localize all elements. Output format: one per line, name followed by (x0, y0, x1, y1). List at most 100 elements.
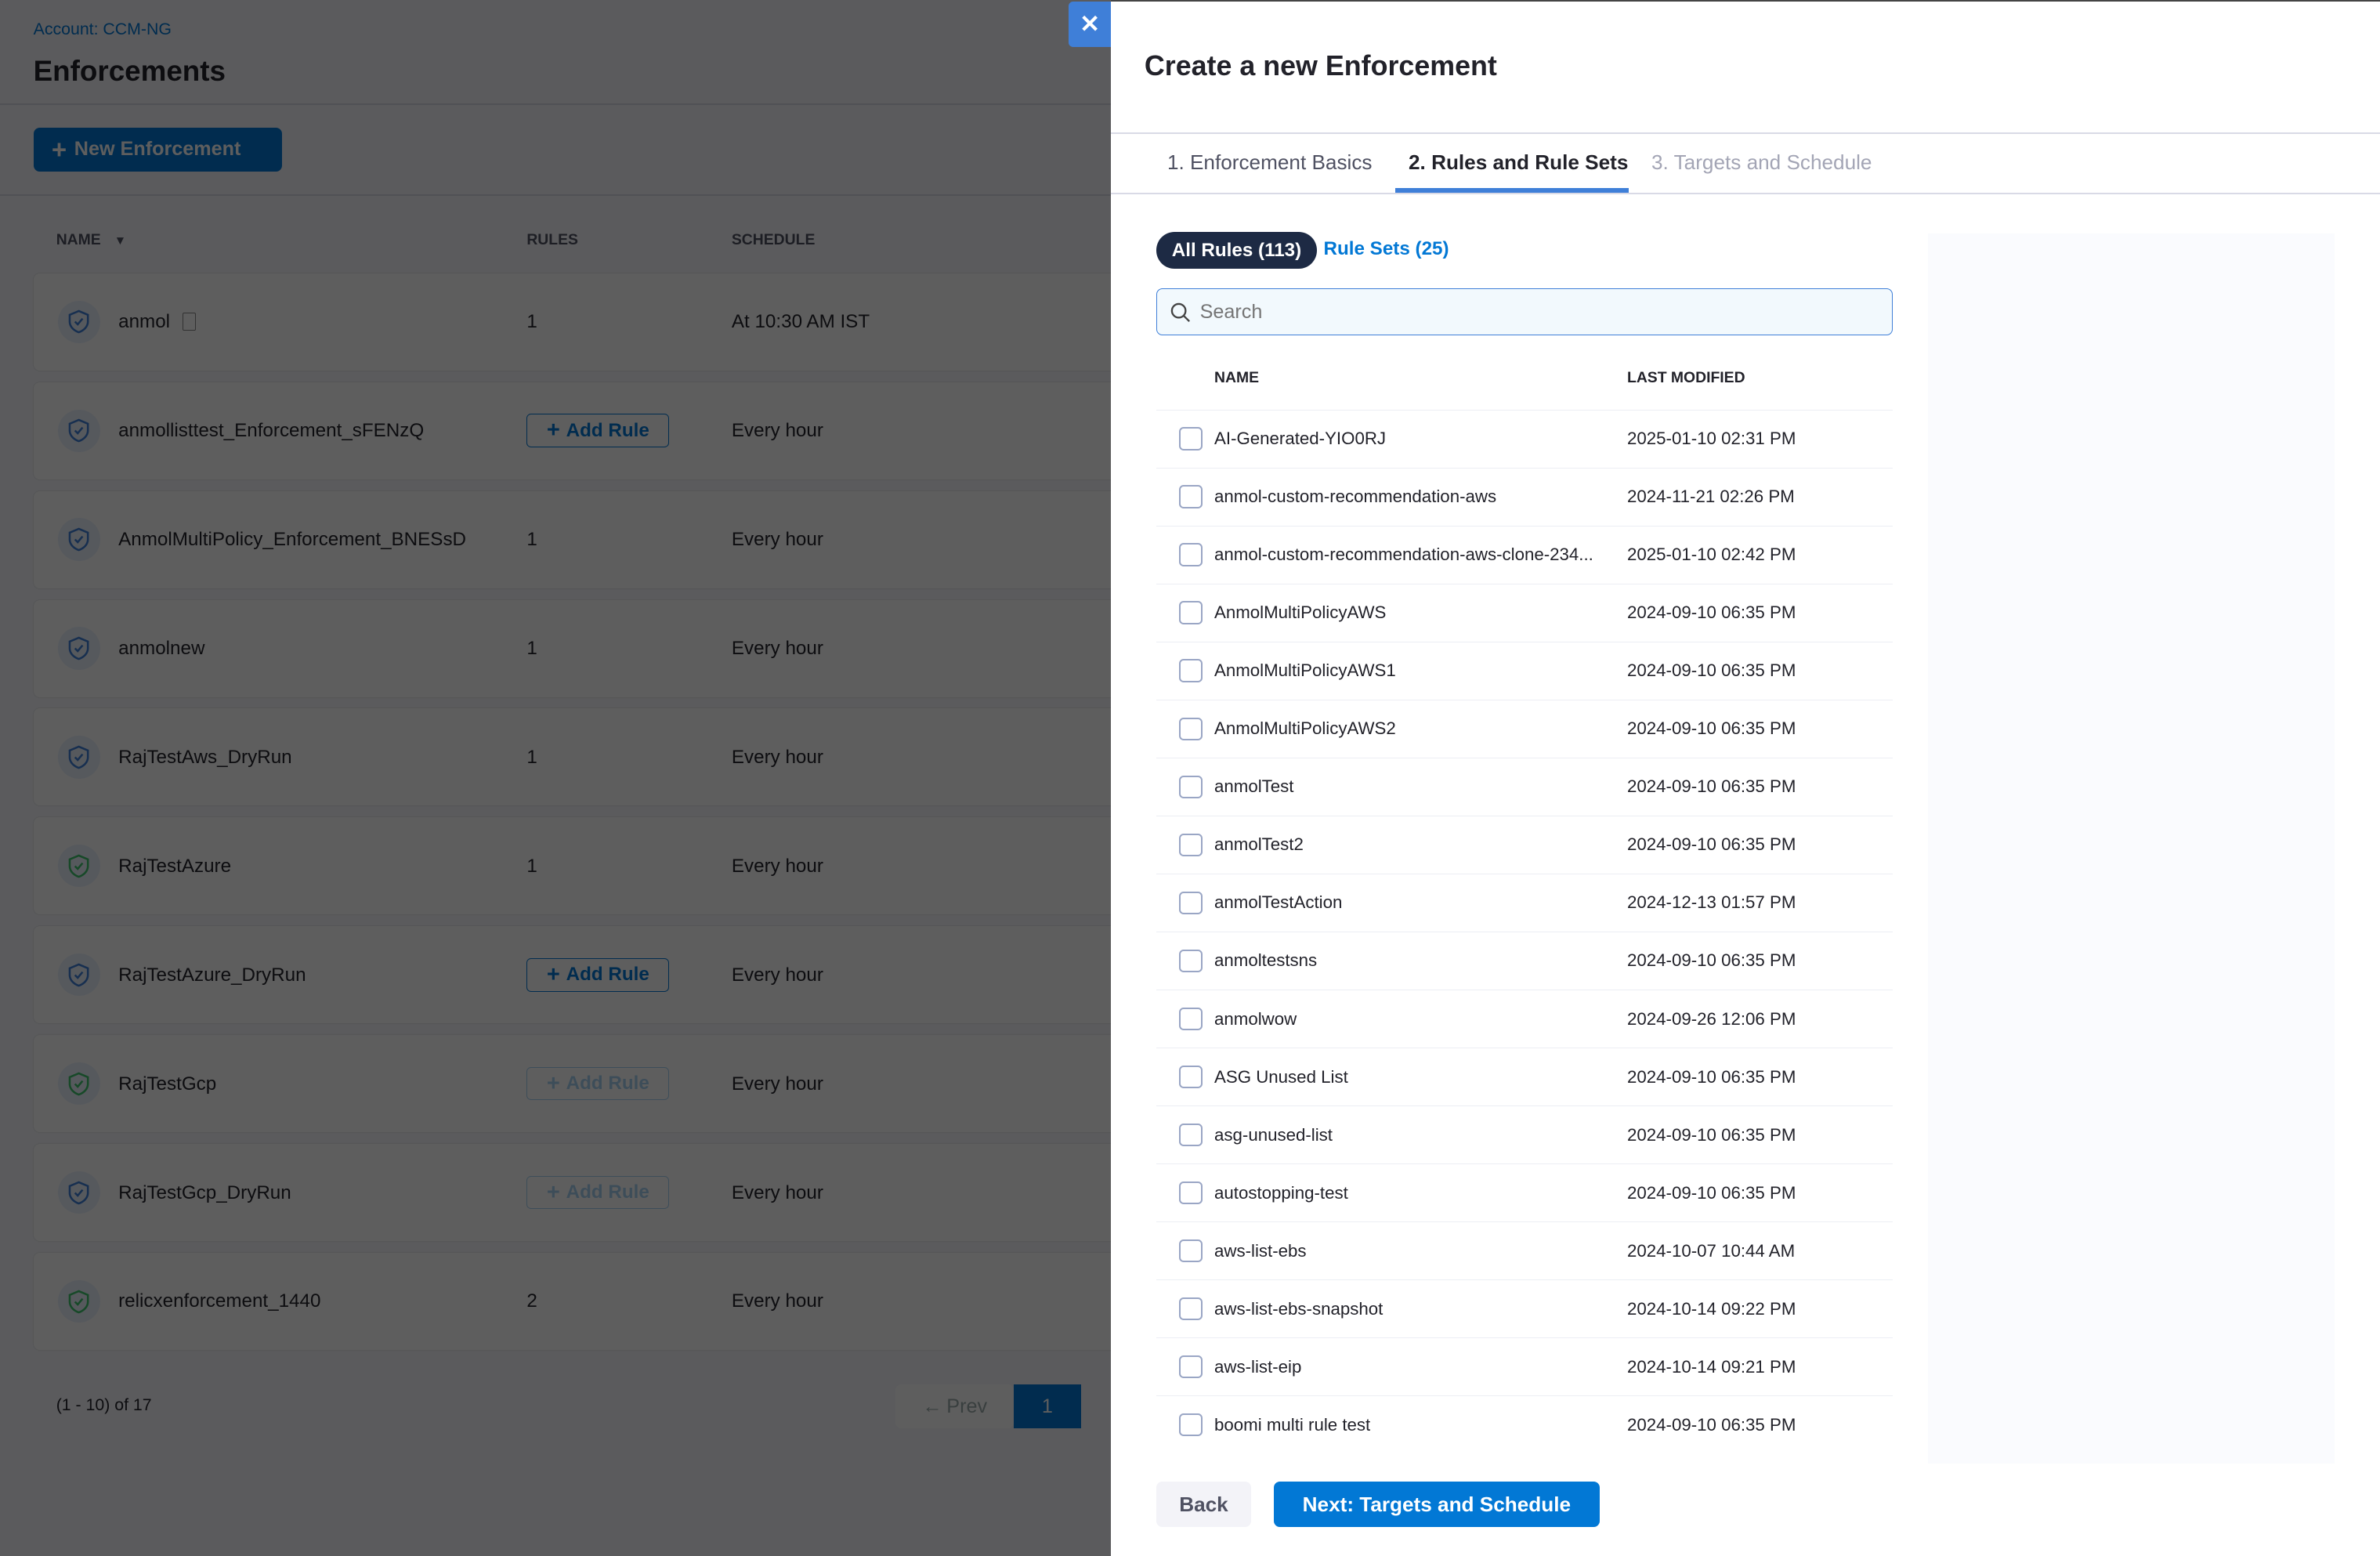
rule-row[interactable]: AnmolMultiPolicyAWS 2024-09-10 06:35 PM (1156, 584, 1894, 642)
shield-check-icon (57, 1171, 100, 1214)
new-enforcement-button[interactable]: + New Enforcement (33, 127, 283, 172)
rule-checkbox[interactable] (1179, 1181, 1203, 1204)
add-rule-button[interactable]: + Add Rule (526, 1066, 670, 1101)
rule-checkbox[interactable] (1179, 1065, 1203, 1088)
enforcement-row[interactable]: AnmolMultiPolicy_Enforcement_BNESsD 1 Ever… (33, 490, 1127, 588)
rule-checkbox[interactable] (1179, 1297, 1203, 1320)
enforcement-row[interactable]: RajTestAws_DryRun 1 Every hour (33, 708, 1127, 806)
enforcements-page-dimmed: Account: CCM-NG Enforcements + New Enforc… (0, 0, 1127, 1556)
rule-row[interactable]: aws-list-ebs 2024-10-07 10:44 AM (1156, 1221, 1894, 1279)
add-rule-button[interactable]: + Add Rule (526, 414, 670, 447)
rule-name: AnmolMultiPolicyAWS (1214, 602, 1387, 623)
rule-row[interactable]: anmolTest 2024-09-10 06:35 PM (1156, 758, 1894, 816)
rule-checkbox[interactable] (1179, 891, 1203, 914)
tab-enforcement-basics[interactable]: 1. Enforcement Basics (1166, 150, 1373, 174)
rule-name: anmoltestsns (1214, 950, 1318, 971)
rule-checkbox[interactable] (1179, 427, 1203, 451)
rule-checkbox[interactable] (1179, 833, 1203, 856)
rule-last-modified: 2024-09-10 06:35 PM (1627, 834, 1796, 855)
enforcement-row[interactable]: anmol 1 At 10:30 AM IST (33, 273, 1127, 371)
rule-row[interactable]: anmol-custom-recommendation-aws-clone-23… (1156, 526, 1894, 584)
rule-checkbox[interactable] (1179, 717, 1203, 740)
rules-count: 1 (526, 311, 537, 333)
search-icon (1170, 302, 1190, 322)
create-enforcement-drawer: Create a new Enforcement 1. Enforcement … (1111, 1, 2380, 1556)
enforcement-name[interactable]: anmollisttest_Enforcement_sFENzQ (118, 420, 425, 442)
search-input[interactable] (1199, 300, 1868, 324)
rule-checkbox[interactable] (1179, 949, 1203, 972)
close-drawer-button[interactable]: ✕ (1069, 1, 1112, 48)
column-header-name[interactable]: NAME ▼ (56, 231, 126, 249)
rule-row[interactable]: aws-list-eip 2024-10-14 09:21 PM (1156, 1337, 1894, 1395)
plus-icon: + (546, 961, 560, 987)
tab-rules-and-rule-sets[interactable]: 2. Rules and Rule Sets (1409, 150, 1629, 174)
schedule: Every hour (731, 637, 823, 659)
shield-check-icon (57, 845, 100, 888)
rule-name: anmolTestAction (1214, 892, 1343, 913)
enforcement-name[interactable]: anmolnew (118, 637, 205, 659)
enforcement-name[interactable]: RajTestAws_DryRun (118, 746, 292, 768)
rule-name: anmolwow (1214, 1008, 1297, 1029)
rule-checkbox[interactable] (1179, 659, 1203, 682)
next-button[interactable]: Next: Targets and Schedule (1273, 1482, 1601, 1528)
shield-check-icon (57, 1279, 100, 1323)
rule-row[interactable]: anmoltestsns 2024-09-10 06:35 PM (1156, 932, 1894, 990)
all-rules-toggle[interactable]: All Rules (113) (1156, 232, 1317, 269)
enforcement-name[interactable]: anmol (118, 311, 171, 333)
rule-checkbox[interactable] (1179, 485, 1203, 508)
rule-row[interactable]: AI-Generated-YIO0RJ 2025-01-10 02:31 PM (1156, 410, 1894, 468)
rule-row[interactable]: aws-list-ebs-snapshot 2024-10-14 09:22 P… (1156, 1279, 1894, 1337)
enforcement-row[interactable]: relicxenforcement_1440 2 Every hour (33, 1253, 1127, 1351)
rule-checkbox[interactable] (1179, 543, 1203, 566)
enforcement-name[interactable]: AnmolMultiPolicy_Enforcement_BNESsD (118, 529, 467, 551)
rule-row[interactable]: anmolTestAction 2024-12-13 01:57 PM (1156, 874, 1894, 932)
enforcement-name[interactable]: RajTestGcp_DryRun (118, 1181, 291, 1203)
rule-row[interactable]: AnmolMultiPolicyAWS1 2024-09-10 06:35 PM (1156, 642, 1894, 700)
rule-row[interactable]: anmol-custom-recommendation-aws 2024-11-… (1156, 468, 1894, 526)
rule-checkbox[interactable] (1179, 1007, 1203, 1030)
selected-rules-panel (1927, 233, 2335, 1464)
column-header-rules: RULES (526, 230, 578, 248)
enforcement-row[interactable]: RajTestGcp_DryRun + Add Rule Every hour (33, 1144, 1127, 1242)
search-field[interactable] (1156, 288, 1894, 336)
enforcement-row[interactable]: RajTestAzure_DryRun + Add Rule Every hour (33, 926, 1127, 1024)
rule-last-modified: 2024-10-14 09:22 PM (1627, 1298, 1796, 1319)
enforcement-name[interactable]: RajTestAzure_DryRun (118, 964, 306, 986)
add-rule-button[interactable]: + Add Rule (526, 957, 670, 992)
rule-checkbox[interactable] (1179, 775, 1203, 798)
rule-sets-toggle[interactable]: Rule Sets (25) (1323, 238, 1449, 260)
enforcement-row[interactable]: anmollisttest_Enforcement_sFENzQ + Add Rul… (33, 382, 1127, 479)
close-icon: ✕ (1080, 10, 1101, 38)
back-button[interactable]: Back (1156, 1482, 1251, 1528)
rule-checkbox[interactable] (1179, 601, 1203, 624)
page-1-button[interactable]: 1 (1014, 1384, 1081, 1429)
rule-checkbox[interactable] (1179, 1123, 1203, 1146)
rule-last-modified: 2024-12-13 01:57 PM (1627, 892, 1796, 913)
rule-last-modified: 2024-09-26 12:06 PM (1627, 1008, 1796, 1029)
enforcement-name[interactable]: relicxenforcement_1440 (118, 1290, 321, 1312)
add-rule-button[interactable]: + Add Rule (526, 1175, 670, 1210)
rule-checkbox[interactable] (1179, 1413, 1203, 1436)
schedule: Every hour (731, 964, 823, 986)
prev-page-button[interactable]: ← Prev (895, 1384, 1015, 1429)
rule-row[interactable]: ASG Unused List 2024-09-10 06:35 PM (1156, 1048, 1894, 1105)
rule-row[interactable]: boomi multi rule test 2024-09-10 06:35 P… (1156, 1395, 1894, 1453)
tab-targets-and-schedule[interactable]: 3. Targets and Schedule (1651, 150, 1872, 174)
enforcement-row[interactable]: RajTestAzure 1 Every hour (33, 817, 1127, 915)
pagination-range: (1 - 10) of 17 (56, 1395, 152, 1414)
rule-checkbox[interactable] (1179, 1239, 1203, 1262)
rule-checkbox[interactable] (1179, 1355, 1203, 1378)
rule-row[interactable]: AnmolMultiPolicyAWS2 2024-09-10 06:35 PM (1156, 700, 1894, 758)
shield-check-icon (57, 518, 100, 561)
enforcement-name[interactable]: RajTestAzure (118, 855, 232, 877)
divider (0, 194, 1112, 196)
rule-row[interactable]: anmolTest2 2024-09-10 06:35 PM (1156, 816, 1894, 874)
enforcement-row[interactable]: anmolnew 1 Every hour (33, 599, 1127, 697)
divider (0, 103, 1112, 105)
enforcement-name[interactable]: RajTestGcp (118, 1073, 217, 1095)
rule-row[interactable]: anmolwow 2024-09-26 12:06 PM (1156, 990, 1894, 1048)
rule-row[interactable]: autostopping-test 2024-09-10 06:35 PM (1156, 1163, 1894, 1221)
rule-row[interactable]: asg-unused-list 2024-09-10 06:35 PM (1156, 1105, 1894, 1163)
enforcement-row[interactable]: RajTestGcp + Add Rule Every hour (33, 1035, 1127, 1133)
breadcrumb-account[interactable]: Account: CCM-NG (33, 20, 172, 39)
